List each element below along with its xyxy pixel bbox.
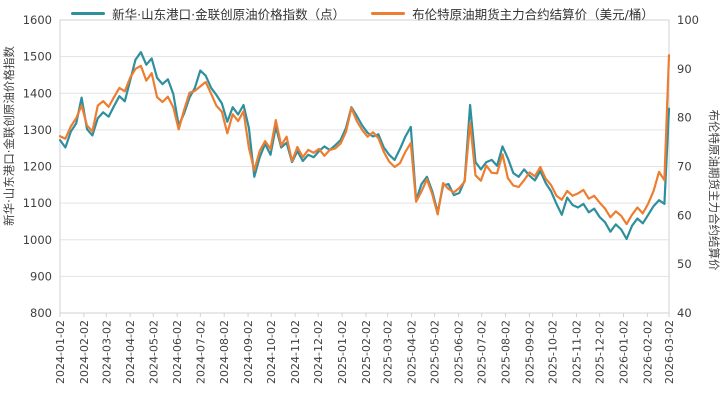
right-axis-tick-label: 90 (677, 62, 692, 76)
x-axis-label: 2025-10-02 (547, 320, 560, 384)
x-axis-label: 2025-05-02 (429, 320, 442, 384)
x-axis-label: 2026-02-02 (641, 320, 654, 384)
right-axis-tick-label: 60 (677, 208, 692, 222)
right-axis-tick-label: 100 (677, 13, 699, 27)
left-axis-tick-label: 800 (30, 306, 52, 320)
x-axis-label: 2025-11-02 (570, 320, 583, 384)
right-axis-title: 布伦特原油期货主力合约结算价 (707, 110, 721, 271)
left-axis-tick-label: 1600 (23, 13, 52, 27)
series-line-brent (58, 54, 671, 226)
left-axis-tick-label: 1200 (23, 160, 52, 174)
x-axis-label: 2024-07-02 (194, 320, 207, 384)
x-axis-label: 2024-12-02 (312, 320, 325, 384)
left-axis-tick-label: 1500 (23, 50, 52, 64)
chart-legend: 新华·山东港口·金联创原油价格指数（点） 布伦特原油期货主力合约结算价（美元/桶… (0, 4, 725, 23)
x-axis-label: 2024-01-02 (54, 320, 67, 384)
x-axis-label: 2026-03-02 (663, 320, 676, 384)
x-axis-label: 2024-11-02 (289, 320, 302, 384)
left-axis-tick-label: 1100 (23, 196, 52, 210)
x-axis-label: 2024-03-02 (100, 320, 113, 384)
x-axis-label: 2025-06-02 (453, 320, 466, 384)
legend-label-brent-series: 布伦特原油期货主力合约结算价（美元/桶） (412, 7, 654, 22)
x-axis-label: 2026-01-02 (618, 320, 631, 384)
right-axis-tick-label: 50 (677, 257, 692, 271)
right-axis-tick-label: 70 (677, 160, 692, 174)
x-axis-label: 2024-06-02 (171, 320, 184, 384)
x-axis-label: 2025-01-02 (336, 320, 349, 384)
plot-border (59, 19, 670, 314)
right-axis-tick-label: 40 (677, 306, 692, 320)
left-axis-title: 新华·山东港口·金联创原油价格指数 (2, 46, 16, 226)
x-axis-label: 2024-05-02 (147, 320, 160, 384)
left-axis-tick-label: 1300 (23, 123, 52, 137)
legend-label-index-series: 新华·山东港口·金联创原油价格指数（点） (112, 7, 346, 22)
series-line-index (58, 51, 671, 241)
x-axis-label: 2025-04-02 (406, 320, 419, 384)
legend-swatch-brent-series (371, 12, 406, 15)
x-axis-label: 2025-03-02 (382, 320, 395, 384)
left-axis-tick-label: 1000 (23, 233, 52, 247)
x-axis-label: 2025-02-02 (360, 320, 373, 384)
x-axis-label: 2025-09-02 (523, 320, 536, 384)
x-axis-label: 2025-08-02 (500, 320, 513, 384)
x-axis-label: 2024-09-02 (242, 320, 255, 384)
legend-item-index-series[interactable]: 新华·山东港口·金联创原油价格指数（点） (71, 4, 345, 23)
x-axis-label: 2025-07-02 (476, 320, 489, 384)
left-axis-tick-label: 900 (30, 269, 52, 283)
right-axis-tick-label: 80 (677, 111, 692, 125)
x-axis-label: 2025-12-02 (594, 320, 607, 384)
x-axis-label: 2024-08-02 (218, 320, 231, 384)
x-axis-label: 2024-02-02 (78, 320, 91, 384)
legend-item-brent-series[interactable]: 布伦特原油期货主力合约结算价（美元/桶） (371, 4, 654, 23)
x-axis-label: 2024-04-02 (124, 320, 137, 384)
left-axis-tick-label: 1400 (23, 86, 52, 100)
x-axis-label: 2024-10-02 (265, 320, 278, 384)
legend-swatch-index-series (71, 12, 106, 15)
